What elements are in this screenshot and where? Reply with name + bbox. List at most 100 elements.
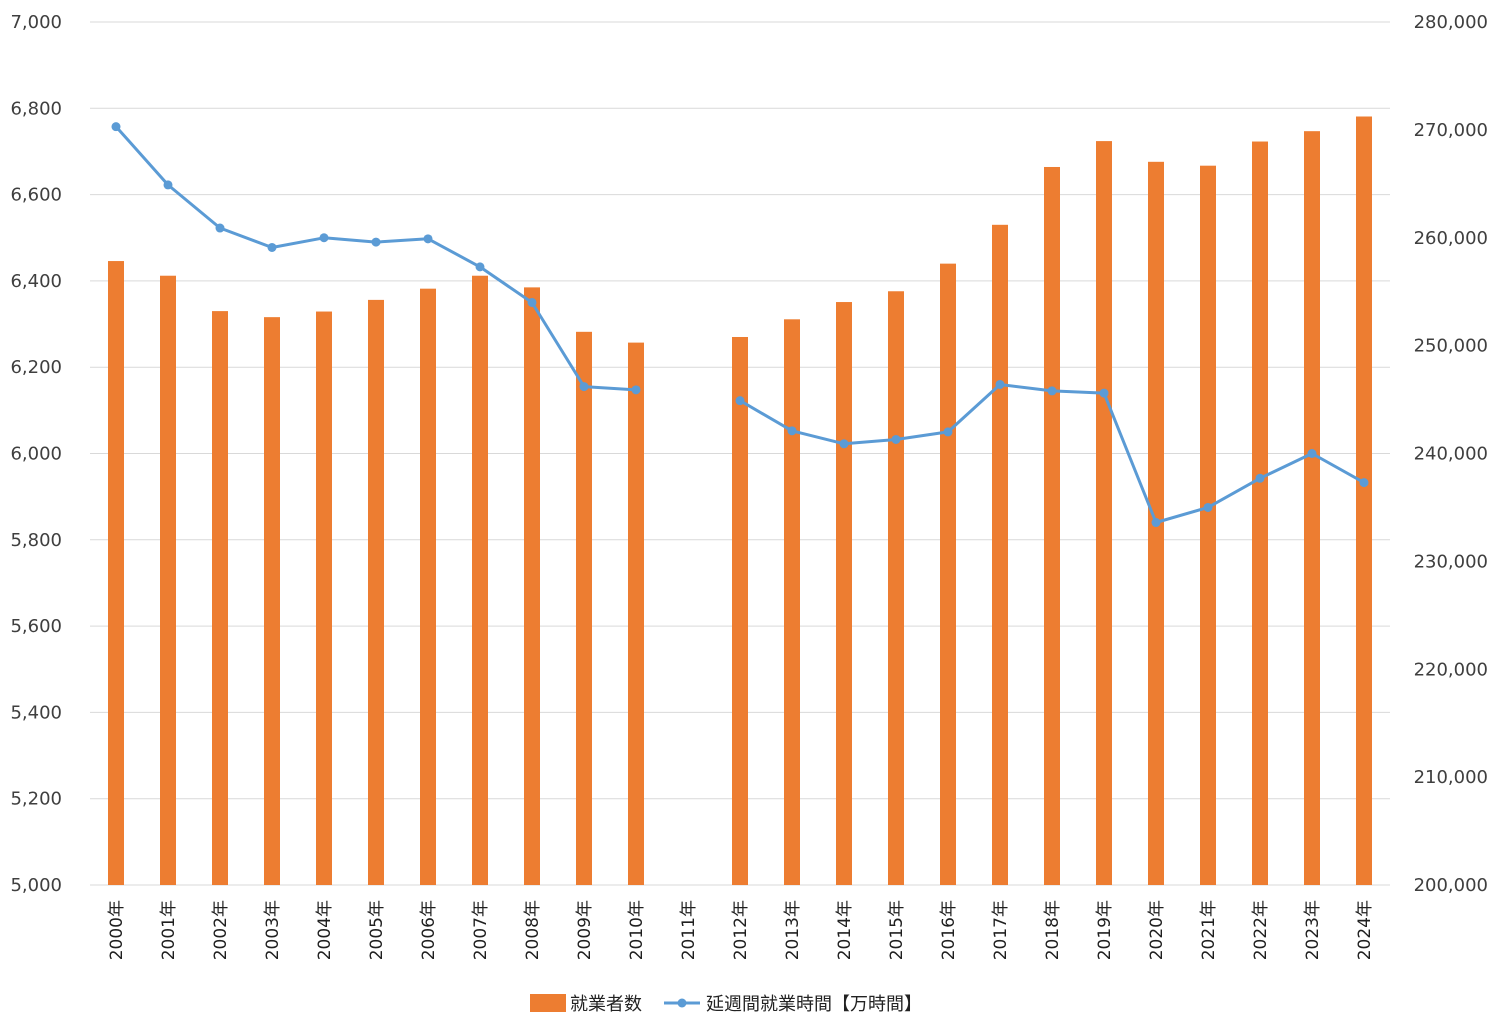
line-point [371,237,381,247]
bar [316,311,332,885]
left-axis-tick-label: 6,800 [10,98,62,119]
bar [1200,165,1216,885]
bar [160,275,176,885]
right-axis-tick-label: 280,000 [1414,12,1488,33]
x-axis-tick-label: 2018年 [1043,900,1063,960]
left-axis-tick-label: 7,000 [10,12,62,33]
bar [940,263,956,885]
x-axis-tick-label: 2021年 [1199,900,1219,960]
x-axis-tick-label: 2019年 [1095,900,1115,960]
left-axis-tick-label: 6,200 [10,357,62,378]
x-axis-tick-label: 2022年 [1251,900,1271,960]
line-point [1099,388,1109,398]
right-axis-tick-label: 270,000 [1414,120,1488,141]
line-point [891,434,901,444]
x-axis-tick-label: 2015年 [887,900,907,960]
bar [108,261,124,885]
x-axis-tick-label: 2001年 [159,900,179,960]
x-axis-tick-label: 2007年 [471,900,491,960]
legend-label-bar: 就業者数 [570,994,642,1015]
x-axis-tick-label: 2016年 [939,900,959,960]
right-axis-tick-label: 200,000 [1414,875,1488,896]
bar [420,288,436,885]
line-point [215,223,225,233]
bar [368,299,384,885]
line-point [423,234,433,244]
line-point [995,379,1005,389]
x-axis-tick-label: 2014年 [835,900,855,960]
x-axis-tick-label: 2006年 [419,900,439,960]
line-point [111,122,121,132]
left-axis-tick-label: 6,000 [10,444,62,465]
bar [992,224,1008,885]
line-point [1047,386,1057,396]
left-axis-tick-label: 5,600 [10,616,62,637]
bar [1096,141,1112,885]
right-axis-tick-label: 240,000 [1414,444,1488,465]
line-point [1359,478,1369,488]
bar [628,342,644,885]
x-axis-tick-label: 2011年 [679,900,699,960]
line-point [839,439,849,449]
left-axis-tick-label: 5,200 [10,789,62,810]
line-point [1151,518,1161,528]
right-axis-ticks: 200,000 210,000 220,000 230,000 240,000 250,0… [1414,12,1488,896]
line-point [579,382,589,392]
left-axis-ticks: 5,000 5,200 5,400 5,600 5,800 6,000 6,200 6,400… [10,12,62,896]
bar [1252,141,1268,885]
bar [1304,131,1320,885]
bar [576,331,592,885]
line-point [475,262,485,272]
x-axis-tick-label: 2005年 [367,900,387,960]
x-axis-tick-label: 2024年 [1355,900,1375,960]
x-axis-tick-label: 2002年 [211,900,231,960]
line-point [787,426,797,436]
legend-label-line: 延週間就業時間【万時間】 [706,994,922,1015]
x-axis-ticks: 2000年 2001年 2002年 2003年 2004年 2005年 2006年 2007年… [107,900,1375,960]
x-axis-tick-label: 2020年 [1147,900,1167,960]
bar [732,336,748,885]
bar [836,302,852,886]
line-point [735,396,745,406]
left-axis-tick-label: 5,400 [10,702,62,723]
bar [784,319,800,886]
x-axis-tick-label: 2013年 [783,900,803,960]
x-axis-tick-label: 2010年 [627,900,647,960]
right-axis-tick-label: 220,000 [1414,659,1488,680]
line-point [631,385,641,395]
line-point [1203,502,1213,512]
line-series [111,122,1369,528]
x-axis-tick-label: 2023年 [1303,900,1323,960]
x-axis-tick-label: 2008年 [523,900,543,960]
line-point [319,233,329,243]
bar-series [108,116,1372,886]
bar [212,311,228,886]
x-axis-tick-label: 2000年 [107,900,127,960]
line-point [1255,473,1265,483]
left-axis-tick-label: 5,000 [10,875,62,896]
line-point [1307,449,1317,458]
bar [1044,166,1060,885]
bar [524,287,540,885]
left-axis-tick-label: 6,600 [10,185,62,206]
legend-swatch-bar [530,994,566,1012]
bar [264,317,280,885]
x-axis-tick-label: 2017年 [991,900,1011,960]
right-axis-tick-label: 210,000 [1414,767,1488,788]
legend: 就業者数 延週間就業時間【万時間】 [530,994,922,1015]
right-axis-tick-label: 260,000 [1414,228,1488,249]
x-axis-tick-label: 2009年 [575,900,595,960]
bar [1356,116,1372,886]
legend-marker-line [677,998,687,1008]
x-axis-tick-label: 2004年 [315,900,335,960]
line-point [163,180,173,190]
left-axis-tick-label: 5,800 [10,530,62,551]
line-point [943,427,953,437]
x-axis-tick-label: 2012年 [731,900,751,960]
left-axis-tick-label: 6,400 [10,271,62,292]
line-point [267,242,277,252]
bar [888,291,904,886]
right-axis-tick-label: 230,000 [1414,551,1488,572]
bar [472,275,488,885]
